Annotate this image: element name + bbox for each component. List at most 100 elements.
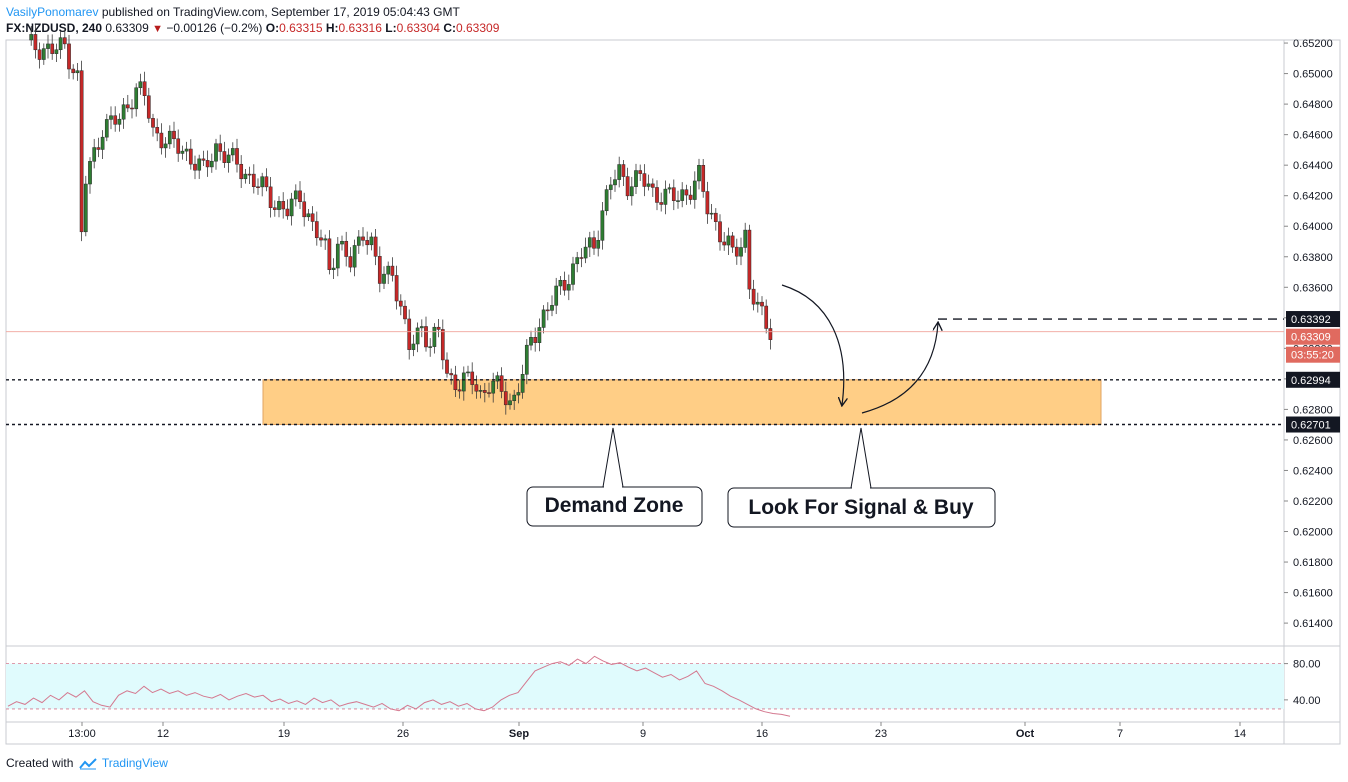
candle-body (676, 200, 680, 202)
candle-body (692, 180, 697, 200)
candle-body (331, 267, 336, 270)
candle-body (373, 236, 378, 257)
candle-body (751, 288, 756, 305)
candle-body (67, 43, 71, 70)
candle-body (117, 118, 122, 125)
high-value: 0.63316 (338, 21, 382, 35)
candle-body (562, 279, 567, 291)
price-tick-label: 0.64600 (1293, 130, 1333, 142)
candle-body (739, 247, 743, 257)
candle-body (235, 148, 239, 165)
candle-body (54, 49, 59, 54)
candle-body (382, 273, 386, 284)
candle-body (461, 372, 466, 392)
rsi-band (6, 663, 1284, 709)
candle-body (37, 49, 42, 60)
candle-body (314, 221, 319, 239)
candle-body (646, 183, 651, 187)
candle-body (688, 194, 693, 200)
candle-body (298, 190, 302, 202)
candle-body (285, 208, 290, 217)
current-price-label-bg (1286, 328, 1340, 345)
candle-body (449, 373, 454, 376)
candle-body (697, 165, 701, 182)
candle-body (356, 236, 361, 246)
candle-body (705, 191, 710, 215)
candle-body (592, 237, 596, 249)
candle-body (33, 34, 38, 51)
demand-zone-rect (262, 379, 1102, 426)
zone-upper-label-bg (1286, 371, 1340, 388)
candle-body (50, 43, 55, 54)
candle-body (470, 371, 475, 385)
time-tick-label: 7 (1117, 728, 1123, 740)
candle-body (277, 201, 281, 210)
candle-body (302, 201, 307, 218)
candle-body (734, 246, 739, 257)
rsi-tick-label: 80.00 (1293, 659, 1321, 671)
rsi-tick-label: 40.00 (1293, 695, 1321, 707)
candle-body (109, 115, 113, 120)
candle-body (537, 327, 542, 343)
candle-body (571, 263, 575, 285)
low-value: 0.63304 (396, 21, 440, 35)
candle-body (104, 119, 109, 138)
candle-body (499, 375, 504, 392)
candle-body (100, 136, 105, 150)
candle-body (88, 161, 92, 185)
symbol-label[interactable]: FX:NZDUSD, 240 (6, 21, 103, 35)
candle-body (125, 104, 130, 109)
candle-body (386, 265, 391, 275)
publish-line: VasilyPonomarev published on TradingView… (6, 4, 499, 20)
candle-body (663, 188, 668, 205)
candle-body (495, 375, 500, 382)
price-tick-label: 0.61400 (1293, 618, 1333, 630)
candle-body (340, 240, 344, 245)
candle-body (239, 163, 244, 180)
author-link[interactable]: VasilyPonomarev (6, 5, 99, 19)
tradingview-brand[interactable]: TradingView (101, 756, 168, 770)
candle-body (306, 213, 311, 218)
candle-body (440, 329, 445, 361)
levels: 0.63392 0.63309 03:55:20 0.62994 0.62701 (6, 311, 1340, 433)
candle-body (327, 238, 332, 270)
candle-body (650, 183, 655, 188)
candle-body (604, 189, 609, 212)
candle-body (71, 68, 76, 74)
candle-body (176, 138, 181, 154)
candle-body (214, 143, 218, 162)
candle-body (92, 147, 97, 162)
created-with-text: Created with (6, 756, 74, 770)
candle-body (575, 257, 580, 265)
time-tick-label: 23 (875, 728, 887, 740)
price-tick-label: 0.62400 (1293, 465, 1333, 477)
candle-body (268, 186, 273, 208)
time-tick-label: 16 (756, 728, 768, 740)
candle-body (482, 390, 487, 393)
ohlc-line: FX:NZDUSD, 240 0.63309 ▼ −0.00126 (−0.2%… (6, 20, 499, 37)
candle-body (638, 170, 643, 174)
candle-body (159, 132, 164, 149)
candle-body (730, 235, 735, 248)
candle-body (403, 305, 407, 320)
close-label: C: (443, 21, 456, 35)
candle-body (583, 246, 588, 259)
candle-body (722, 241, 727, 246)
candle-body (508, 400, 512, 406)
current-price-label: 0.63309 (1291, 332, 1331, 344)
candle-body (390, 265, 395, 276)
price-tick-label: 0.65000 (1293, 69, 1333, 81)
candle-body (667, 187, 672, 190)
candle-body (130, 107, 134, 110)
candle-body (466, 371, 470, 374)
candle-body (172, 130, 176, 140)
time-tick-label: 19 (278, 728, 290, 740)
candle-body (726, 235, 731, 246)
candle-body (411, 343, 416, 350)
candle-body (398, 300, 403, 307)
candle-body (743, 229, 748, 248)
signal-label: Look For Signal & Buy (748, 496, 973, 519)
candle-body (684, 189, 689, 196)
candle-body (764, 305, 769, 329)
